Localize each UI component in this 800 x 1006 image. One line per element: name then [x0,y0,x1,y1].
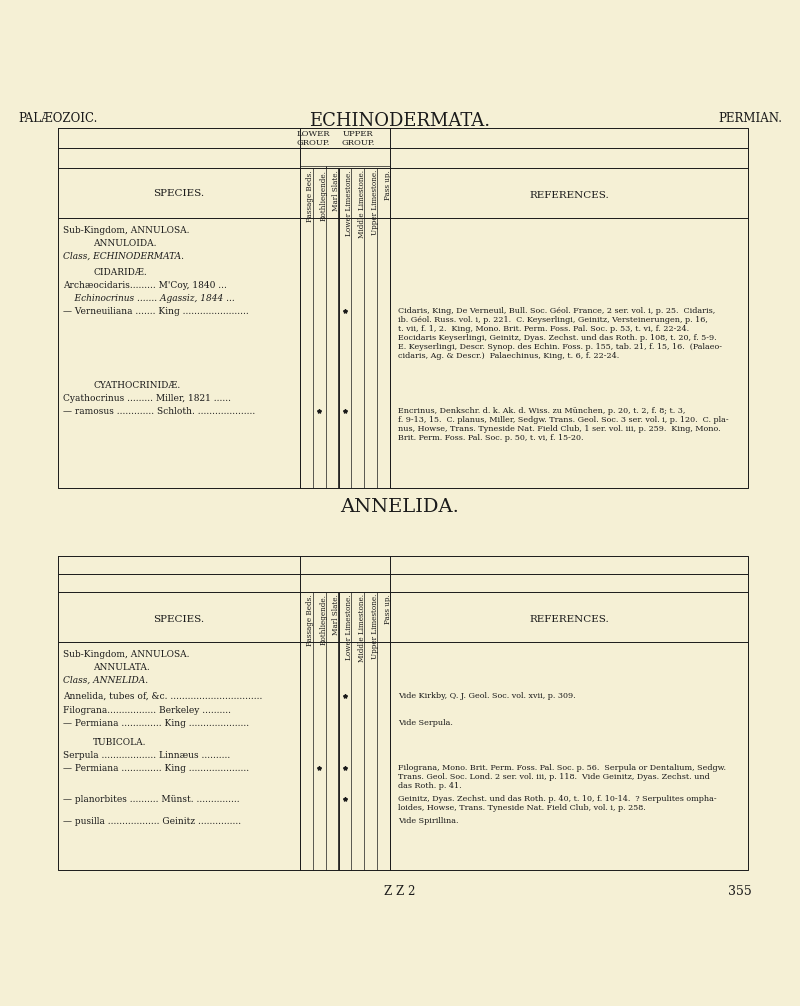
Text: SPECIES.: SPECIES. [154,188,205,197]
Text: Class, ECHINODERMATA.: Class, ECHINODERMATA. [63,252,184,261]
Text: Marl Slate.: Marl Slate. [332,594,340,635]
Text: Rothliegende.: Rothliegende. [319,170,327,221]
Text: — ramosus ............. Schloth. ....................: — ramosus ............. Schloth. .......… [63,407,255,416]
Text: Passage Beds.: Passage Beds. [306,170,314,221]
Text: Filograna................. Berkeley ..........: Filograna................. Berkeley ....… [63,706,231,715]
Text: 355: 355 [728,885,752,898]
Text: — Permiana .............. King .....................: — Permiana .............. King .........… [63,719,249,728]
Text: Cidaris, King, De Verneuil, Bull. Soc. Géol. France, 2 ser. vol. i, p. 25.  Cida: Cidaris, King, De Verneuil, Bull. Soc. G… [398,307,715,315]
Text: ANNULATA.: ANNULATA. [93,663,150,672]
Text: E. Keyserlingi, Descr. Synop. des Echin. Foss. p. 155, tab. 21, f. 15, 16.  (Pal: E. Keyserlingi, Descr. Synop. des Echin.… [398,343,722,351]
Text: cidaris, Ag. & Descr.)  Palaechinus, King, t. 6, f. 22-24.: cidaris, Ag. & Descr.) Palaechinus, King… [398,352,619,360]
Text: Z Z 2: Z Z 2 [384,885,416,898]
Text: PERMIAN.: PERMIAN. [718,112,782,125]
Text: f. 9-13, 15.  C. planus, Miller, Sedgw. Trans. Geol. Soc. 3 ser. vol. i, p. 120.: f. 9-13, 15. C. planus, Miller, Sedgw. T… [398,416,729,424]
Text: Trans. Geol. Soc. Lond. 2 ser. vol. iii, p. 118.  Vide Geinitz, Dyas. Zechst. un: Trans. Geol. Soc. Lond. 2 ser. vol. iii,… [398,773,710,781]
Text: Annelida, tubes of, &c. ................................: Annelida, tubes of, &c. ................… [63,692,262,701]
Text: Serpula ................... Linnæus ..........: Serpula ................... Linnæus ....… [63,751,230,760]
Text: CYATHOCRINIDÆ.: CYATHOCRINIDÆ. [93,381,180,390]
Text: Encrinus, Denkschr. d. k. Ak. d. Wiss. zu München, p. 20, t. 2, f. 8; t. 3,: Encrinus, Denkschr. d. k. Ak. d. Wiss. z… [398,407,686,415]
Text: ANNELIDA.: ANNELIDA. [341,498,459,516]
Text: Rothliegende.: Rothliegende. [319,594,327,645]
Text: Middle Limestone.: Middle Limestone. [358,594,366,662]
Text: Lower Limestone.: Lower Limestone. [345,594,353,660]
Text: ib. Géol. Russ. vol. i, p. 221.  C. Keyserlingi, Geinitz, Versteinerungen, p. 16: ib. Géol. Russ. vol. i, p. 221. C. Keyse… [398,316,708,324]
Text: Upper Limestone.: Upper Limestone. [370,170,378,235]
Text: LOWER
GROUP.: LOWER GROUP. [296,130,330,147]
Text: Marl Slate.: Marl Slate. [332,170,340,210]
Text: Class, ANNELIDA.: Class, ANNELIDA. [63,676,148,685]
Text: Pass up.: Pass up. [383,170,391,200]
Text: das Roth. p. 41.: das Roth. p. 41. [398,782,462,790]
Text: Geinitz, Dyas. Zechst. und das Roth. p. 40, t. 10, f. 10-14.  ? Serpulites ompha: Geinitz, Dyas. Zechst. und das Roth. p. … [398,795,717,803]
Text: Passage Beds.: Passage Beds. [306,594,314,646]
Text: UPPER
GROUP.: UPPER GROUP. [341,130,374,147]
Text: ECHINODERMATA.: ECHINODERMATA. [310,112,490,130]
Text: Sub-Kingdom, ANNULOSA.: Sub-Kingdom, ANNULOSA. [63,226,190,235]
Text: Vide Spirillina.: Vide Spirillina. [398,817,458,825]
Text: PALÆOZOIC.: PALÆOZOIC. [18,112,98,125]
Text: — Permiana .............. King .....................: — Permiana .............. King .........… [63,764,249,773]
Text: Eocidaris Keyserlingi, Geinitz, Dyas. Zechst. und das Roth. p. 108, t. 20, f. 5-: Eocidaris Keyserlingi, Geinitz, Dyas. Ze… [398,334,717,342]
Text: — pusilla .................. Geinitz ...............: — pusilla .................. Geinitz ...… [63,817,241,826]
Text: REFERENCES.: REFERENCES. [529,615,609,624]
Text: Vide Serpula.: Vide Serpula. [398,719,453,727]
Text: SPECIES.: SPECIES. [154,615,205,624]
Text: CIDARIDÆ.: CIDARIDÆ. [93,268,146,277]
Text: Archæocidaris......... M'Coy, 1840 ...: Archæocidaris......... M'Coy, 1840 ... [63,281,227,290]
Text: loides, Howse, Trans. Tyneside Nat. Field Club, vol. i, p. 258.: loides, Howse, Trans. Tyneside Nat. Fiel… [398,804,646,812]
Text: REFERENCES.: REFERENCES. [529,190,609,199]
Text: Vide Kirkby, Q. J. Geol. Soc. vol. xvii, p. 309.: Vide Kirkby, Q. J. Geol. Soc. vol. xvii,… [398,692,576,700]
Text: t. vii, f. 1, 2.  King, Mono. Brit. Perm. Foss. Pal. Soc. p. 53, t. vi, f. 22-24: t. vii, f. 1, 2. King, Mono. Brit. Perm.… [398,325,689,333]
Text: Lower Limestone.: Lower Limestone. [345,170,353,235]
Text: Pass up.: Pass up. [383,594,391,624]
Text: TUBICOLA.: TUBICOLA. [93,738,146,747]
Text: Echinocrinus ....... Agassiz, 1844 ...: Echinocrinus ....... Agassiz, 1844 ... [63,294,234,303]
Text: — Verneuiliana ....... King .......................: — Verneuiliana ....... King ............… [63,307,249,316]
Text: — planorbites .......... Münst. ...............: — planorbites .......... Münst. ........… [63,795,240,804]
Text: Cyathocrinus ......... Miller, 1821 ......: Cyathocrinus ......... Miller, 1821 ....… [63,394,231,403]
Text: Upper Limestone.: Upper Limestone. [370,594,378,659]
Text: Sub-Kingdom, ANNULOSA.: Sub-Kingdom, ANNULOSA. [63,650,190,659]
Text: ANNULOIDA.: ANNULOIDA. [93,239,157,248]
Text: Filograna, Mono. Brit. Perm. Foss. Pal. Soc. p. 56.  Serpula or Dentalium, Sedgw: Filograna, Mono. Brit. Perm. Foss. Pal. … [398,764,726,772]
Text: Middle Limestone.: Middle Limestone. [358,170,366,238]
Text: nus, Howse, Trans. Tyneside Nat. Field Club, 1 ser. vol. iii, p. 259.  King, Mon: nus, Howse, Trans. Tyneside Nat. Field C… [398,425,721,433]
Text: Brit. Perm. Foss. Pal. Soc. p. 50, t. vi, f. 15-20.: Brit. Perm. Foss. Pal. Soc. p. 50, t. vi… [398,434,583,442]
